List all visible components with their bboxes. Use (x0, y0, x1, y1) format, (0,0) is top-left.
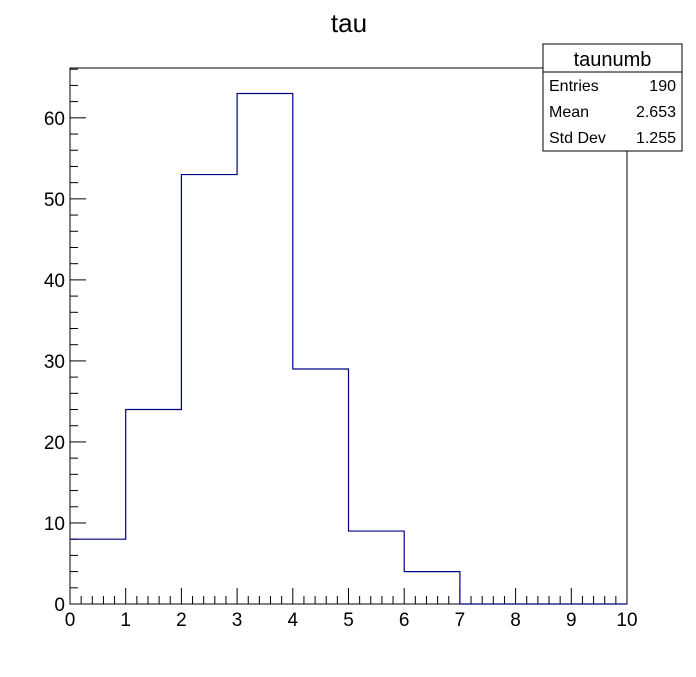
stats-box-frame (542, 43, 683, 152)
y-tick-label: 50 (44, 190, 65, 211)
x-tick-label: 6 (399, 610, 410, 631)
stats-entries-label: Entries (549, 78, 599, 95)
x-tick-label: 8 (510, 610, 521, 631)
y-axis-tick-labels: 0 10 20 30 40 50 60 (44, 109, 65, 616)
y-tick-label: 60 (44, 109, 65, 130)
y-tick-label: 30 (44, 352, 65, 373)
y-tick-label: 0 (54, 595, 65, 616)
stats-stddev-value: 1.255 (636, 130, 676, 147)
histogram-outline (70, 92, 627, 605)
x-tick-label: 3 (232, 610, 243, 631)
x-tick-label: 5 (343, 610, 354, 631)
chart-title: tau (331, 8, 367, 38)
stats-mean-label: Mean (549, 104, 589, 121)
x-tick-label: 0 (65, 610, 76, 631)
x-tick-label: 1 (120, 610, 131, 631)
y-tick-label: 20 (44, 433, 65, 454)
x-tick-label: 4 (288, 610, 299, 631)
stats-box: taunumb Entries 190 Mean 2.653 Std Dev 1… (542, 43, 683, 152)
y-tick-label: 40 (44, 271, 65, 292)
stats-box-title: taunumb (574, 49, 652, 71)
stats-entries-value: 190 (649, 78, 676, 95)
x-tick-label: 10 (616, 610, 637, 631)
stats-mean-value: 2.653 (636, 104, 676, 121)
x-axis-ticks (69, 588, 628, 604)
x-tick-label: 9 (566, 610, 577, 631)
stats-stddev-label: Std Dev (549, 130, 606, 147)
y-tick-label: 10 (44, 514, 65, 535)
y-axis-ticks (70, 68, 86, 605)
x-tick-label: 2 (176, 610, 187, 631)
x-tick-label: 7 (455, 610, 466, 631)
x-axis-tick-labels: 0 1 2 3 4 5 6 7 8 9 10 (65, 610, 638, 631)
